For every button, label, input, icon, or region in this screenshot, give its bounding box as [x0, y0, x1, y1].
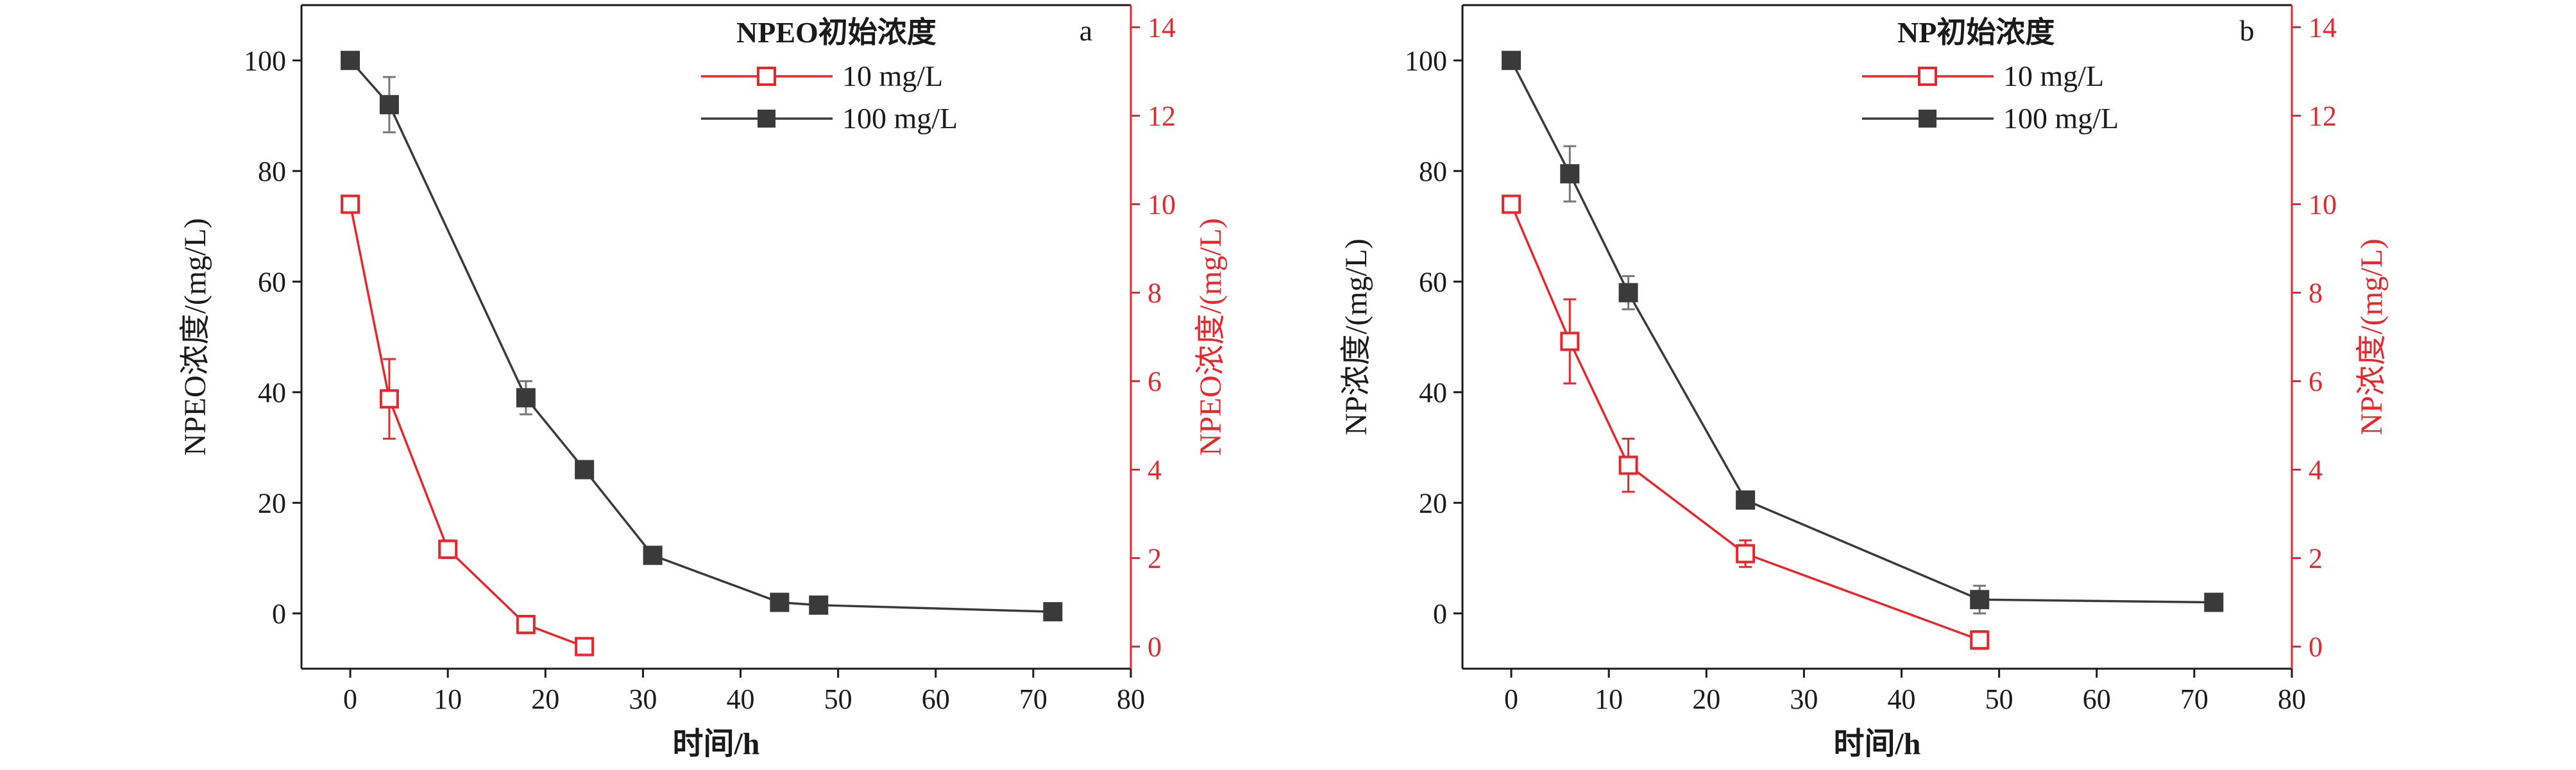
x-tick-label: 80: [2278, 683, 2306, 715]
x-tick-label: 40: [727, 683, 755, 715]
y-right-tick-label: 0: [2309, 632, 2323, 663]
data-point: [1502, 194, 1521, 214]
data-point: [1970, 630, 1990, 650]
y-axis-right-title: NPEO浓度/(mg/L): [1194, 218, 1228, 456]
data-point: [516, 615, 536, 634]
y-left-tick-label: 20: [1419, 487, 1447, 519]
x-axis-title: 时间/h: [1833, 727, 1920, 761]
x-tick-label: 20: [531, 683, 559, 715]
x-tick-label: 60: [922, 683, 950, 715]
x-tick-label: 70: [1019, 683, 1047, 715]
x-tick-label: 10: [1595, 683, 1623, 715]
series-line-1: [349, 60, 1053, 613]
data-point: [1970, 590, 1990, 610]
y-left-tick-label: 60: [1419, 266, 1447, 297]
panel-a: 0 10 20 30 40 50 60 70 8002040608010002468101214…: [178, 4, 1228, 761]
y-right-tick-label: 14: [1148, 12, 1176, 44]
data-point: [1736, 544, 1756, 564]
y-axis-left-title: NP浓度/(mg/L): [1339, 239, 1373, 435]
data-point: [1043, 602, 1063, 622]
y-left-tick-label: 60: [258, 266, 286, 297]
data-point: [438, 539, 458, 559]
x-tick-label: 50: [824, 683, 852, 715]
series-line-0: [1510, 203, 1980, 641]
data-point: [575, 460, 595, 480]
y-right-tick-label: 10: [1148, 189, 1176, 221]
x-tick-label: 0: [1504, 683, 1518, 715]
y-right-tick-label: 8: [2309, 278, 2323, 309]
data-point: [379, 389, 399, 409]
y-right-tick-label: 8: [1148, 278, 1162, 309]
y-right-tick-label: 12: [2309, 101, 2337, 132]
x-tick-label: 70: [2180, 683, 2208, 715]
series-line-1: [1510, 60, 2214, 604]
x-tick-label: 50: [1985, 683, 2013, 715]
panel-label: a: [1080, 14, 1092, 47]
y-right-tick-label: 2: [2309, 543, 2323, 574]
y-axis-left-title: NPEO浓度/(mg/L): [178, 218, 212, 456]
data-point: [1560, 164, 1580, 184]
x-tick-label: 10: [434, 683, 462, 715]
data-point: [341, 51, 360, 71]
data-point: [1736, 490, 1756, 510]
legend-title: NP初始浓度: [1897, 16, 2055, 49]
legend-label: 100 mg/L: [842, 102, 958, 135]
y-right-tick-label: 2: [1148, 543, 1162, 574]
y-right-tick-label: 6: [2309, 366, 2323, 398]
x-tick-label: 80: [1117, 683, 1145, 715]
x-tick-label: 0: [343, 683, 357, 715]
legend-label: 10 mg/L: [842, 60, 943, 92]
legend-marker: [757, 67, 776, 86]
y-left-tick-label: 100: [244, 45, 286, 76]
data-point: [575, 637, 595, 657]
data-point: [516, 388, 536, 408]
y-right-tick-label: 4: [1148, 455, 1162, 486]
panel-b: 0 10 20 30 40 50 60 70 8002040608010002468101214…: [1339, 4, 2389, 761]
data-point: [341, 194, 360, 214]
x-tick-label: 20: [1692, 683, 1720, 715]
legend-label: 100 mg/L: [2003, 102, 2119, 135]
x-tick-label: 30: [629, 683, 657, 715]
legend-marker: [1918, 67, 1937, 86]
y-right-tick-label: 6: [1148, 366, 1162, 398]
y-left-tick-label: 20: [258, 487, 286, 519]
y-left-tick-label: 40: [1419, 377, 1447, 408]
y-right-tick-label: 12: [1148, 101, 1176, 132]
y-right-tick-label: 0: [1148, 632, 1162, 663]
legend-label: 10 mg/L: [2003, 60, 2104, 92]
y-left-tick-label: 0: [272, 598, 286, 630]
data-point: [1618, 283, 1638, 303]
y-right-tick-label: 14: [2309, 12, 2337, 44]
data-point: [1618, 455, 1638, 475]
data-point: [379, 95, 399, 115]
data-point: [643, 546, 663, 565]
panel-label: b: [2240, 14, 2255, 47]
x-tick-label: 60: [2083, 683, 2111, 715]
data-point: [809, 595, 829, 615]
y-left-tick-label: 40: [258, 377, 286, 408]
y-axis-right-title: NP浓度/(mg/L): [2355, 239, 2389, 435]
legend-title: NPEO初始浓度: [736, 16, 936, 49]
x-tick-label: 30: [1790, 683, 1818, 715]
y-left-tick-label: 80: [258, 156, 286, 187]
y-left-tick-label: 100: [1405, 45, 1447, 76]
y-left-tick-label: 0: [1433, 598, 1447, 630]
y-right-tick-label: 4: [2309, 455, 2323, 486]
data-point: [1560, 331, 1580, 351]
data-point: [770, 592, 790, 612]
legend-marker: [1919, 110, 1936, 128]
x-axis-title: 时间/h: [672, 727, 759, 761]
data-point: [1502, 51, 1521, 71]
legend-marker: [758, 110, 775, 128]
y-left-tick-label: 80: [1419, 156, 1447, 187]
data-point: [2204, 592, 2224, 612]
x-tick-label: 40: [1888, 683, 1916, 715]
y-right-tick-label: 10: [2309, 189, 2337, 221]
